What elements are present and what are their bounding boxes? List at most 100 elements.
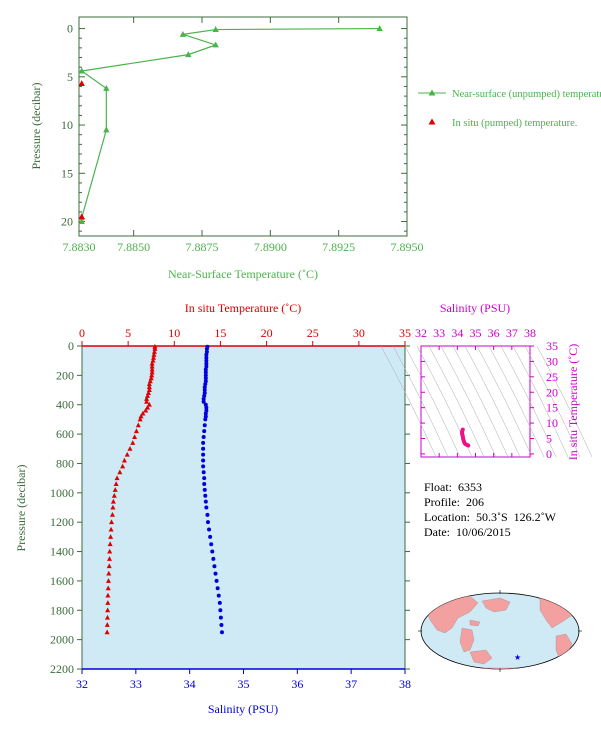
ts-point bbox=[461, 437, 465, 441]
temperature-point bbox=[145, 390, 151, 395]
temperature-point bbox=[149, 372, 155, 378]
ts-y-tick-label: 25 bbox=[546, 370, 558, 384]
unpumped-temperature-point bbox=[179, 30, 187, 37]
salinity-point bbox=[201, 452, 206, 457]
salinity-tick-label: 38 bbox=[399, 677, 411, 691]
top-x-tick-label: 7.8830 bbox=[63, 240, 96, 254]
profile-chart-plot-area bbox=[81, 345, 406, 670]
unpumped-temperature-point bbox=[185, 51, 192, 58]
isopycnal-line bbox=[404, 345, 461, 458]
top-y-tick-label: 5 bbox=[67, 70, 73, 84]
ts-y-tick-label: 35 bbox=[546, 339, 558, 353]
location-map: ★ bbox=[418, 590, 582, 672]
top-y-tick-label: 15 bbox=[61, 166, 73, 180]
legend-unpumped-label: Near-surface (unpumped) temperature. bbox=[452, 89, 601, 100]
temperature-point bbox=[140, 410, 146, 416]
isopycnal-line bbox=[488, 345, 545, 458]
temperature-point bbox=[146, 401, 152, 407]
salinity-point bbox=[210, 549, 215, 554]
ts-x-tick-label: 33 bbox=[433, 326, 445, 340]
profile-chart: 0 5 10 15 20 25 30 35 32 33 34 35 36 37 38 0 200 400 600 80… bbox=[14, 301, 411, 716]
float-location: Location: 50.3˚S 126.2˚W bbox=[424, 510, 556, 524]
salinity-point bbox=[218, 608, 223, 613]
temperature-point bbox=[106, 570, 112, 576]
salinity-point bbox=[201, 470, 206, 475]
pressure-tick-label: 1000 bbox=[50, 486, 74, 500]
isopycnal-line bbox=[500, 345, 557, 458]
ts-y-tick-label: 20 bbox=[546, 385, 558, 399]
ts-y-tick-label: 10 bbox=[546, 416, 558, 430]
salinity-point bbox=[201, 458, 206, 463]
salinity-point bbox=[217, 600, 222, 605]
salinity-point bbox=[204, 361, 209, 366]
salinity-point bbox=[204, 355, 209, 360]
ts-x-tick-label: 32 bbox=[415, 326, 427, 340]
salinity-point bbox=[204, 505, 209, 510]
near-surface-temperature-chart: 7.8830 7.8850 7.8875 7.8900 7.8925 7.8950 0 5 10… bbox=[29, 16, 601, 281]
temperature-point bbox=[146, 381, 152, 387]
top-x-tick-label: 7.8850 bbox=[117, 240, 150, 254]
pressure-tick-label: 1200 bbox=[50, 515, 74, 529]
salinity-point bbox=[203, 417, 208, 422]
ts-x-tick-label: 35 bbox=[470, 326, 482, 340]
temperature-point bbox=[106, 563, 112, 569]
unpumped-temperature-point bbox=[103, 126, 110, 133]
temperature-point bbox=[144, 396, 150, 401]
temperature-point bbox=[151, 349, 157, 354]
salinity-point bbox=[202, 487, 207, 492]
temperature-point bbox=[133, 428, 139, 434]
salinity-point bbox=[204, 405, 209, 410]
temperature-tick-label: 25 bbox=[307, 326, 319, 340]
isopycnal-line bbox=[524, 345, 581, 458]
salinity-point bbox=[212, 564, 217, 569]
pressure-tick-label: 1800 bbox=[50, 603, 74, 617]
ts-x-tick-label: 34 bbox=[451, 326, 463, 340]
temperature-point bbox=[107, 548, 113, 554]
salinity-point bbox=[209, 542, 214, 547]
salinity-point bbox=[219, 622, 224, 627]
profile-date: Date: 10/06/2015 bbox=[424, 525, 511, 539]
salinity-point bbox=[202, 385, 207, 390]
isopycnal-line bbox=[476, 345, 533, 458]
temperature-point bbox=[147, 378, 153, 384]
salinity-point bbox=[203, 493, 208, 498]
pressure-tick-label: 2200 bbox=[50, 662, 74, 676]
salinity-point bbox=[204, 352, 209, 357]
temperature-point bbox=[108, 526, 114, 532]
isopycnal-line bbox=[380, 345, 437, 458]
ts-y-tick-label: 5 bbox=[546, 432, 552, 446]
salinity-tick-label: 37 bbox=[345, 677, 357, 691]
salinity-point bbox=[202, 388, 207, 393]
salinity-point bbox=[201, 464, 206, 469]
salinity-point bbox=[202, 482, 207, 487]
salinity-point bbox=[214, 578, 219, 583]
pumped-temperature-point bbox=[78, 80, 85, 87]
salinity-point bbox=[203, 373, 208, 378]
salinity-point bbox=[201, 435, 206, 440]
temperature-tick-label: 0 bbox=[79, 326, 85, 340]
float-location-star-icon: ★ bbox=[514, 653, 521, 662]
temperature-tick-label: 15 bbox=[214, 326, 226, 340]
temperature-point bbox=[143, 407, 149, 413]
salinity-tick-label: 34 bbox=[184, 677, 196, 691]
salinity-tick-label: 33 bbox=[130, 677, 142, 691]
temperature-point bbox=[110, 498, 116, 504]
temperature-point bbox=[138, 413, 144, 419]
temperature-point bbox=[107, 541, 113, 547]
temperature-point bbox=[108, 534, 114, 539]
salinity-point bbox=[204, 346, 209, 351]
map-ticks bbox=[418, 590, 582, 672]
salinity-point bbox=[201, 440, 206, 445]
temperature-point bbox=[105, 592, 111, 598]
temperature-point bbox=[104, 622, 110, 627]
ts-y-tick-label: 30 bbox=[546, 354, 558, 368]
ts-x-tick-label: 37 bbox=[506, 326, 518, 340]
salinity-point bbox=[205, 512, 210, 517]
salinity-point bbox=[213, 571, 218, 576]
salinity-point bbox=[216, 593, 221, 598]
salinity-point bbox=[205, 520, 210, 525]
salinity-axis-title: Salinity (PSU) bbox=[208, 702, 278, 716]
salinity-point bbox=[202, 476, 207, 481]
temperature-point bbox=[151, 352, 157, 357]
